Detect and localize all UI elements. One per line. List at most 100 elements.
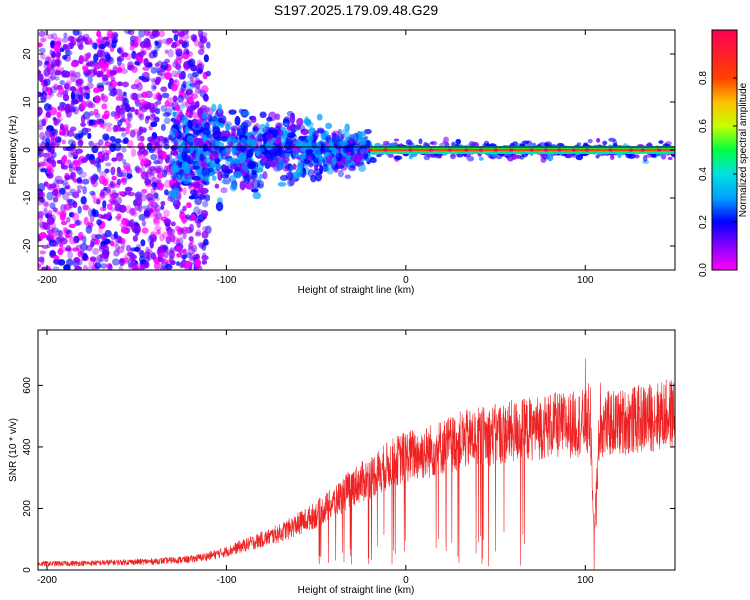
heatmap-cell <box>62 93 70 102</box>
heatmap-cell <box>58 104 63 111</box>
heatmap-cell <box>325 122 333 130</box>
heatmap-cell <box>359 148 367 155</box>
carrier-band-peak <box>571 148 576 152</box>
heatmap-cell <box>101 103 108 110</box>
heatmap-cell <box>144 171 152 179</box>
heatmap-cell <box>193 165 200 170</box>
heatmap-cell <box>61 156 68 165</box>
heatmap-cell <box>83 216 89 226</box>
heatmap-cell <box>230 163 237 170</box>
heatmap-cell <box>259 111 267 119</box>
heatmap-cell <box>157 145 163 154</box>
heatmap-cell <box>265 142 273 151</box>
heatmap-cell <box>182 205 187 212</box>
heatmap-cell <box>170 83 178 92</box>
heatmap-cell <box>46 216 55 225</box>
heatmap-cell <box>175 261 181 267</box>
heatmap-cell <box>194 123 200 129</box>
heatmap-cell <box>80 100 87 110</box>
heatmap-cell <box>214 157 220 165</box>
heatmap-cell <box>163 112 172 117</box>
heatmap-cell <box>177 162 183 169</box>
heatmap-cell <box>77 139 84 147</box>
heatmap-cell <box>140 166 145 175</box>
heatmap-cell <box>188 223 195 233</box>
heatmap-cell <box>229 157 237 164</box>
heatmap-cell <box>226 139 232 145</box>
spectrogram-y-label: Frequency (Hz) <box>8 116 19 185</box>
heatmap-cell <box>131 262 139 270</box>
heatmap-cell <box>390 142 398 147</box>
heatmap-cell <box>339 140 348 147</box>
heatmap-cell <box>62 226 67 233</box>
heatmap-cell <box>154 207 160 213</box>
heatmap-cell <box>93 53 99 63</box>
heatmap-cell <box>174 131 180 138</box>
heatmap-cell <box>133 246 141 252</box>
heatmap-cell <box>74 219 82 226</box>
heatmap-cell <box>308 127 317 137</box>
carrier-band-peak <box>543 148 548 152</box>
heatmap-cell <box>98 175 106 185</box>
heatmap-cell <box>283 122 289 127</box>
heatmap-cell <box>221 173 230 179</box>
heatmap-cell <box>139 259 147 265</box>
heatmap-cell <box>64 185 70 190</box>
heatmap-cell <box>58 230 64 237</box>
carrier-band-peak <box>657 148 662 152</box>
heatmap-cell <box>213 145 219 151</box>
heatmap-cell <box>124 117 131 126</box>
heatmap-cell <box>64 49 73 56</box>
heatmap-cell <box>178 36 184 44</box>
heatmap-cell <box>150 66 157 74</box>
heatmap-cell <box>94 262 102 269</box>
heatmap-cell <box>194 39 200 47</box>
heatmap-cell <box>82 235 87 245</box>
heatmap-cell <box>74 265 82 270</box>
heatmap-cell <box>122 158 127 165</box>
heatmap-cells <box>38 30 675 270</box>
heatmap-cell <box>178 228 185 234</box>
heatmap-cell <box>217 103 223 114</box>
heatmap-cell <box>150 153 158 161</box>
heatmap-cell <box>39 162 47 167</box>
heatmap-cell <box>102 36 109 41</box>
heatmap-cell <box>184 252 192 258</box>
heatmap-cell <box>193 206 200 216</box>
heatmap-cell <box>166 250 175 255</box>
heatmap-cell <box>43 202 49 208</box>
heatmap-cell <box>43 103 51 112</box>
heatmap-cell <box>319 148 326 154</box>
heatmap-cell <box>455 138 462 145</box>
heatmap-cell <box>187 105 195 112</box>
heatmap-cell <box>72 159 80 166</box>
heatmap-cell <box>67 191 74 196</box>
heatmap-cell <box>39 250 46 255</box>
heatmap-cell <box>308 134 314 143</box>
heatmap-cell <box>201 37 207 44</box>
heatmap-cell <box>138 102 144 111</box>
heatmap-cell <box>658 140 664 144</box>
heatmap-cell <box>38 211 44 218</box>
snr-panel: -200 -100 0 100 0 200 400 600 Height of straig… <box>8 329 676 596</box>
heatmap-cell <box>46 110 51 117</box>
heatmap-cell <box>177 94 185 103</box>
heatmap-cell <box>38 199 42 206</box>
y-tick-label: 20 <box>22 48 33 60</box>
heatmap-cell <box>344 131 350 139</box>
heatmap-cell <box>111 157 118 162</box>
heatmap-cell <box>161 92 170 99</box>
heatmap-cell <box>109 181 117 189</box>
heatmap-cell <box>150 121 158 128</box>
heatmap-cell <box>167 48 174 58</box>
heatmap-cell <box>85 53 91 60</box>
heatmap-cell <box>102 133 110 141</box>
heatmap-cell <box>41 118 47 127</box>
colorbar-tick-label: 0.8 <box>698 71 709 85</box>
heatmap-cell <box>110 200 119 206</box>
carrier-band-peak <box>640 148 645 152</box>
heatmap-cell <box>211 175 217 182</box>
heatmap-cell <box>68 163 74 169</box>
heatmap-cell <box>298 124 306 132</box>
heatmap-cell <box>65 80 72 85</box>
